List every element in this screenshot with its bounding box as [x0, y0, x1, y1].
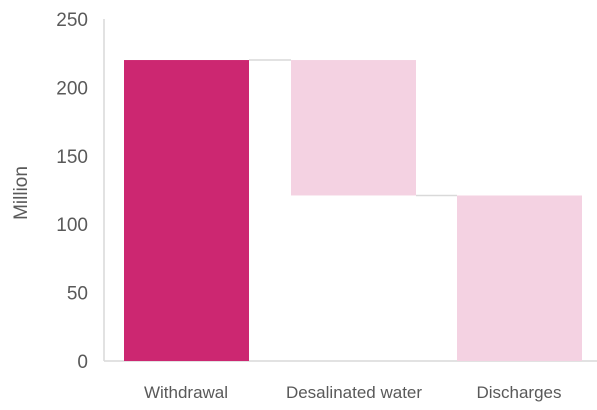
bar-withdrawal [124, 60, 249, 361]
y-tick-label: 250 [56, 10, 88, 31]
y-tick-label: 150 [56, 147, 88, 168]
x-category-label: Discharges [476, 383, 561, 402]
y-tick-label: 50 [67, 284, 88, 305]
bar-discharges [457, 195, 582, 361]
y-tick-label: 0 [77, 352, 88, 373]
y-tick-label: 100 [56, 215, 88, 236]
y-axis-title: Million [11, 166, 32, 220]
x-category-label: Withdrawal [144, 383, 228, 402]
y-tick-label: 200 [56, 78, 88, 99]
x-category-label: Desalinated water [286, 383, 422, 402]
bar-desalinated-water [291, 60, 416, 196]
